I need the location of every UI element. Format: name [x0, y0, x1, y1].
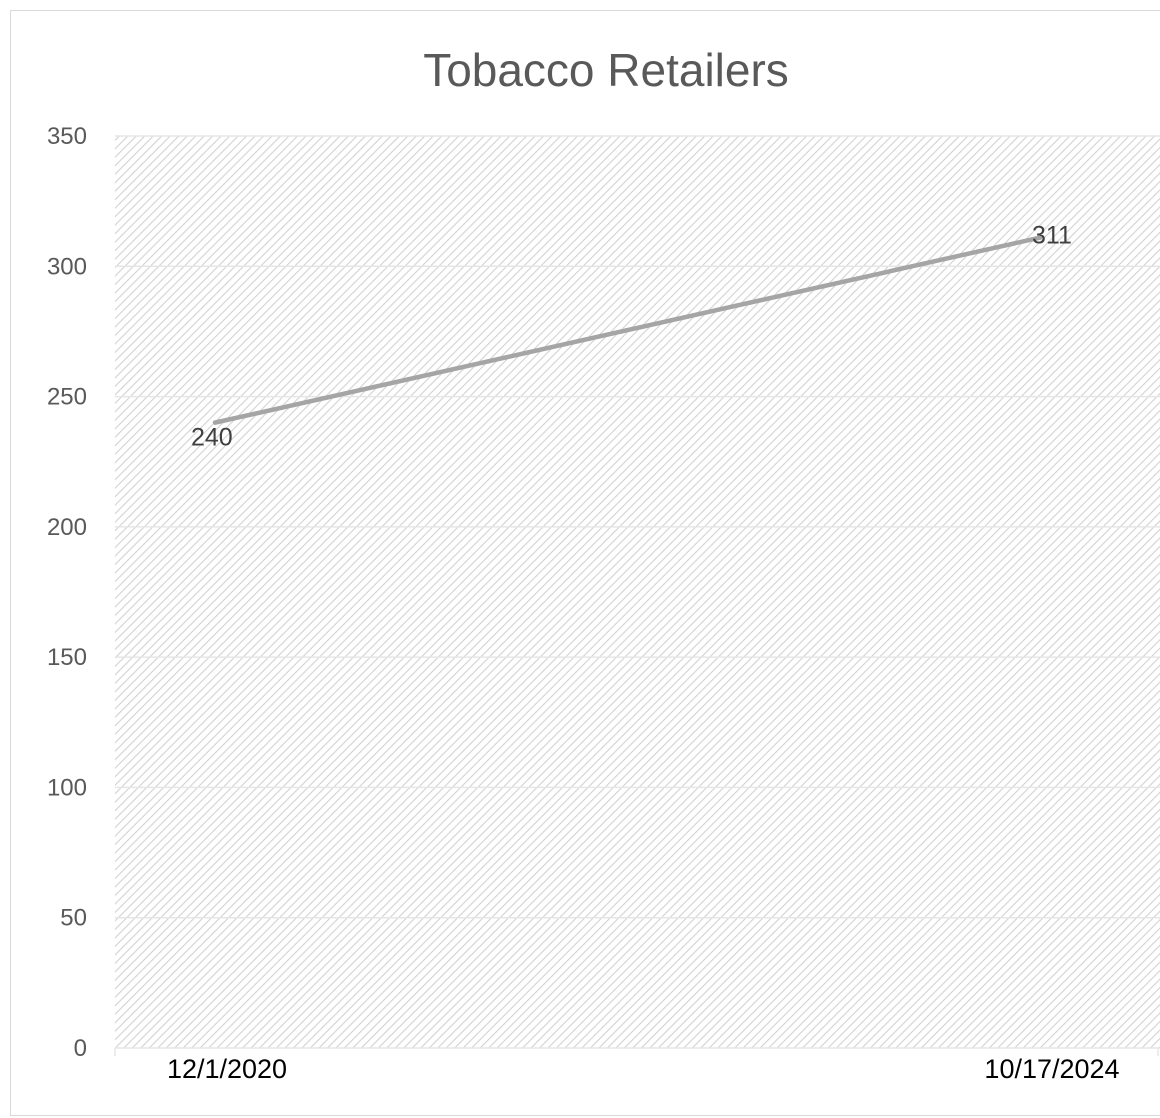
x-tick-label-1: 10/17/2024	[984, 1054, 1119, 1084]
chart-title: Tobacco Retailers	[423, 44, 789, 96]
data-label-0-1: 311	[1032, 222, 1072, 250]
plot-area	[115, 136, 1160, 1048]
y-tick-label-350: 350	[47, 123, 87, 150]
series-line-0	[212, 235, 1043, 425]
axes	[114, 1047, 1160, 1056]
data-labels: 240 311	[191, 222, 1072, 452]
y-tick-label-0: 0	[74, 1035, 87, 1062]
y-tick-label-50: 50	[60, 905, 87, 932]
y-tick-label-250: 250	[47, 384, 87, 411]
x-axis-tick-labels: 12/1/2020 10/17/2024	[167, 1054, 1120, 1084]
data-label-0-0: 240	[191, 424, 233, 452]
series-group	[212, 235, 1043, 425]
y-axis-tick-labels: 0 50 100 150 200 250 300 350	[47, 123, 87, 1062]
y-tick-label-300: 300	[47, 253, 87, 280]
gridlines	[115, 135, 1160, 919]
y-tick-label-100: 100	[47, 774, 87, 801]
y-tick-label-150: 150	[47, 644, 87, 671]
y-tick-label-200: 200	[47, 514, 87, 541]
x-tick-label-0: 12/1/2020	[167, 1054, 287, 1084]
